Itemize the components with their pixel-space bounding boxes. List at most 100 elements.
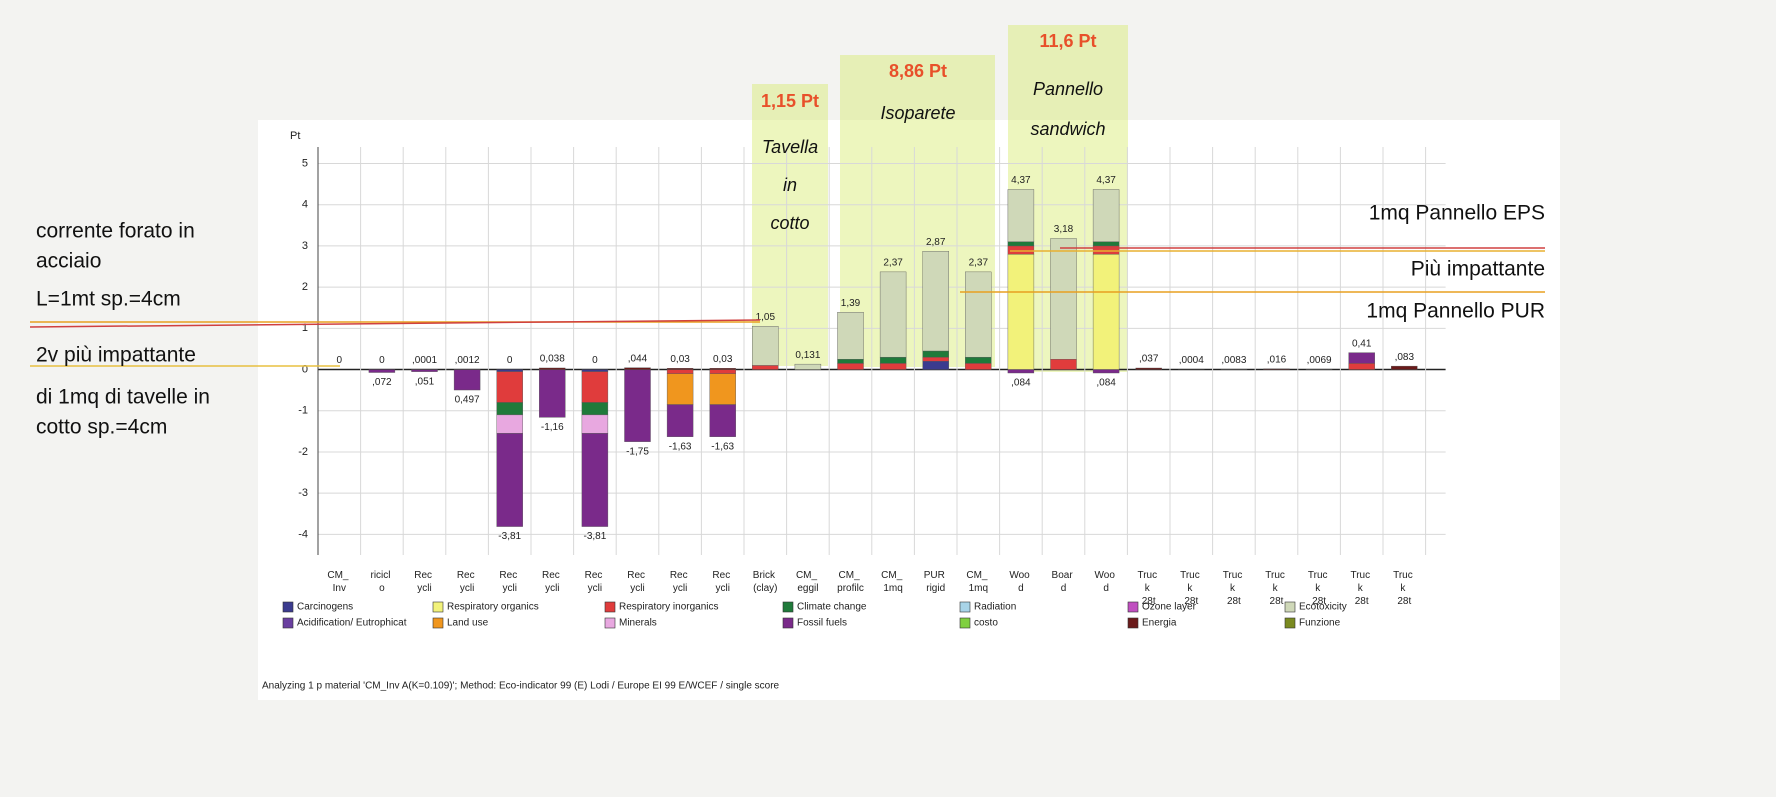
- bar-segment: [497, 433, 523, 526]
- value-label: 2,87: [926, 237, 946, 248]
- value-label: ,0069: [1307, 355, 1332, 366]
- legend-swatch: [960, 602, 970, 612]
- legend-label: Minerals: [619, 618, 657, 629]
- value-label: ,084: [1096, 378, 1116, 389]
- bar-segment: [497, 370, 523, 372]
- bar-segment: [667, 374, 693, 405]
- bar-segment: [1008, 246, 1034, 254]
- bar-segment: [497, 372, 523, 403]
- annotation: cotto sp.=4cm: [36, 416, 167, 439]
- legend-swatch: [783, 602, 793, 612]
- bar-segment: [923, 251, 949, 351]
- y-tick-label: 2: [302, 281, 308, 293]
- bar-segment: [965, 363, 991, 369]
- value-label: 0,03: [713, 354, 733, 365]
- bar-segment: [1008, 242, 1034, 246]
- legend-label: Carcinogens: [297, 602, 353, 613]
- y-tick-label: -1: [298, 405, 308, 417]
- bar-segment: [497, 415, 523, 434]
- value-label: 3,18: [1054, 224, 1074, 235]
- value-label: 0: [507, 355, 513, 366]
- bar-segment: [1008, 189, 1034, 241]
- bar-segment: [412, 370, 438, 372]
- annotation: 2v più impattante: [36, 344, 196, 367]
- y-tick-label: -3: [298, 487, 308, 499]
- value-label: 0,497: [455, 395, 480, 406]
- bar-segment: [1051, 359, 1077, 369]
- value-label: 2,37: [883, 258, 903, 269]
- bar-segment: [1008, 254, 1034, 369]
- bar-segment: [710, 370, 736, 374]
- annotation: L=1mt sp.=4cm: [36, 288, 181, 311]
- bar-segment: [965, 272, 991, 357]
- bar-segment: [369, 370, 395, 373]
- bar-segment: [838, 312, 864, 359]
- bar-segment: [1008, 370, 1034, 373]
- bar-segment: [923, 361, 949, 369]
- value-label: -3,81: [584, 531, 607, 542]
- box-label: cotto: [770, 213, 809, 233]
- legend-swatch: [1128, 618, 1138, 628]
- box-score: 11,6 Pt: [1039, 31, 1096, 51]
- y-axis-label: Pt: [290, 130, 300, 142]
- value-label: -1,63: [669, 441, 692, 452]
- legend-swatch: [960, 618, 970, 628]
- value-label: ,0012: [455, 355, 480, 366]
- legend-swatch: [283, 618, 293, 628]
- value-label: -1,16: [541, 422, 564, 433]
- value-label: ,072: [372, 377, 392, 388]
- bar-segment: [582, 370, 608, 372]
- bar-segment: [1093, 370, 1119, 373]
- legend-swatch: [1128, 602, 1138, 612]
- legend-swatch: [783, 618, 793, 628]
- footer: Analyzing 1 p material 'CM_Inv A(K=0.109…: [262, 681, 780, 692]
- legend-swatch: [605, 618, 615, 628]
- annotation: Più impattante: [1411, 258, 1545, 281]
- bar-segment: [1264, 369, 1290, 370]
- value-label: 2,37: [969, 258, 989, 269]
- box-label: Tavella: [762, 137, 818, 157]
- bar-segment: [710, 374, 736, 405]
- bar-segment: [1093, 189, 1119, 241]
- legend-label: Climate change: [797, 602, 867, 613]
- bar-segment: [752, 326, 778, 365]
- box-label: sandwich: [1030, 119, 1105, 139]
- value-label: -3,81: [498, 531, 521, 542]
- bar-segment: [667, 370, 693, 374]
- bar-segment: [1051, 238, 1077, 359]
- bar-segment: [710, 405, 736, 437]
- bar-segment: [539, 370, 565, 418]
- legend-swatch: [605, 602, 615, 612]
- legend-swatch: [1285, 618, 1295, 628]
- annotation: di 1mq di tavelle in: [36, 386, 210, 409]
- value-label: 0,03: [670, 354, 690, 365]
- legend-swatch: [283, 602, 293, 612]
- bar-segment: [539, 368, 565, 370]
- bar-segment: [1136, 368, 1162, 370]
- value-label: ,0004: [1179, 355, 1204, 366]
- value-label: -1,63: [711, 441, 734, 452]
- bar-segment: [1093, 254, 1119, 369]
- bar-segment: [454, 370, 480, 390]
- bar-segment: [582, 433, 608, 526]
- box-label: in: [783, 175, 797, 195]
- bar-segment: [1349, 363, 1375, 369]
- annotation: acciaio: [36, 250, 101, 273]
- value-label: 0,41: [1352, 338, 1372, 349]
- bar-segment: [667, 405, 693, 437]
- box-label: Pannello: [1033, 79, 1103, 99]
- value-label: ,084: [1011, 378, 1031, 389]
- value-label: ,0083: [1221, 355, 1246, 366]
- legend-swatch: [1285, 602, 1295, 612]
- bar-segment: [752, 365, 778, 369]
- box-score: 8,86 Pt: [889, 61, 947, 81]
- bar-segment: [582, 415, 608, 434]
- legend-label: Ecotoxicity: [1299, 602, 1347, 613]
- bar-segment: [1093, 242, 1119, 246]
- bar-segment: [497, 403, 523, 415]
- legend-label: Ozone layer: [1142, 602, 1197, 613]
- value-label: ,016: [1267, 355, 1287, 366]
- value-label: ,051: [415, 376, 435, 387]
